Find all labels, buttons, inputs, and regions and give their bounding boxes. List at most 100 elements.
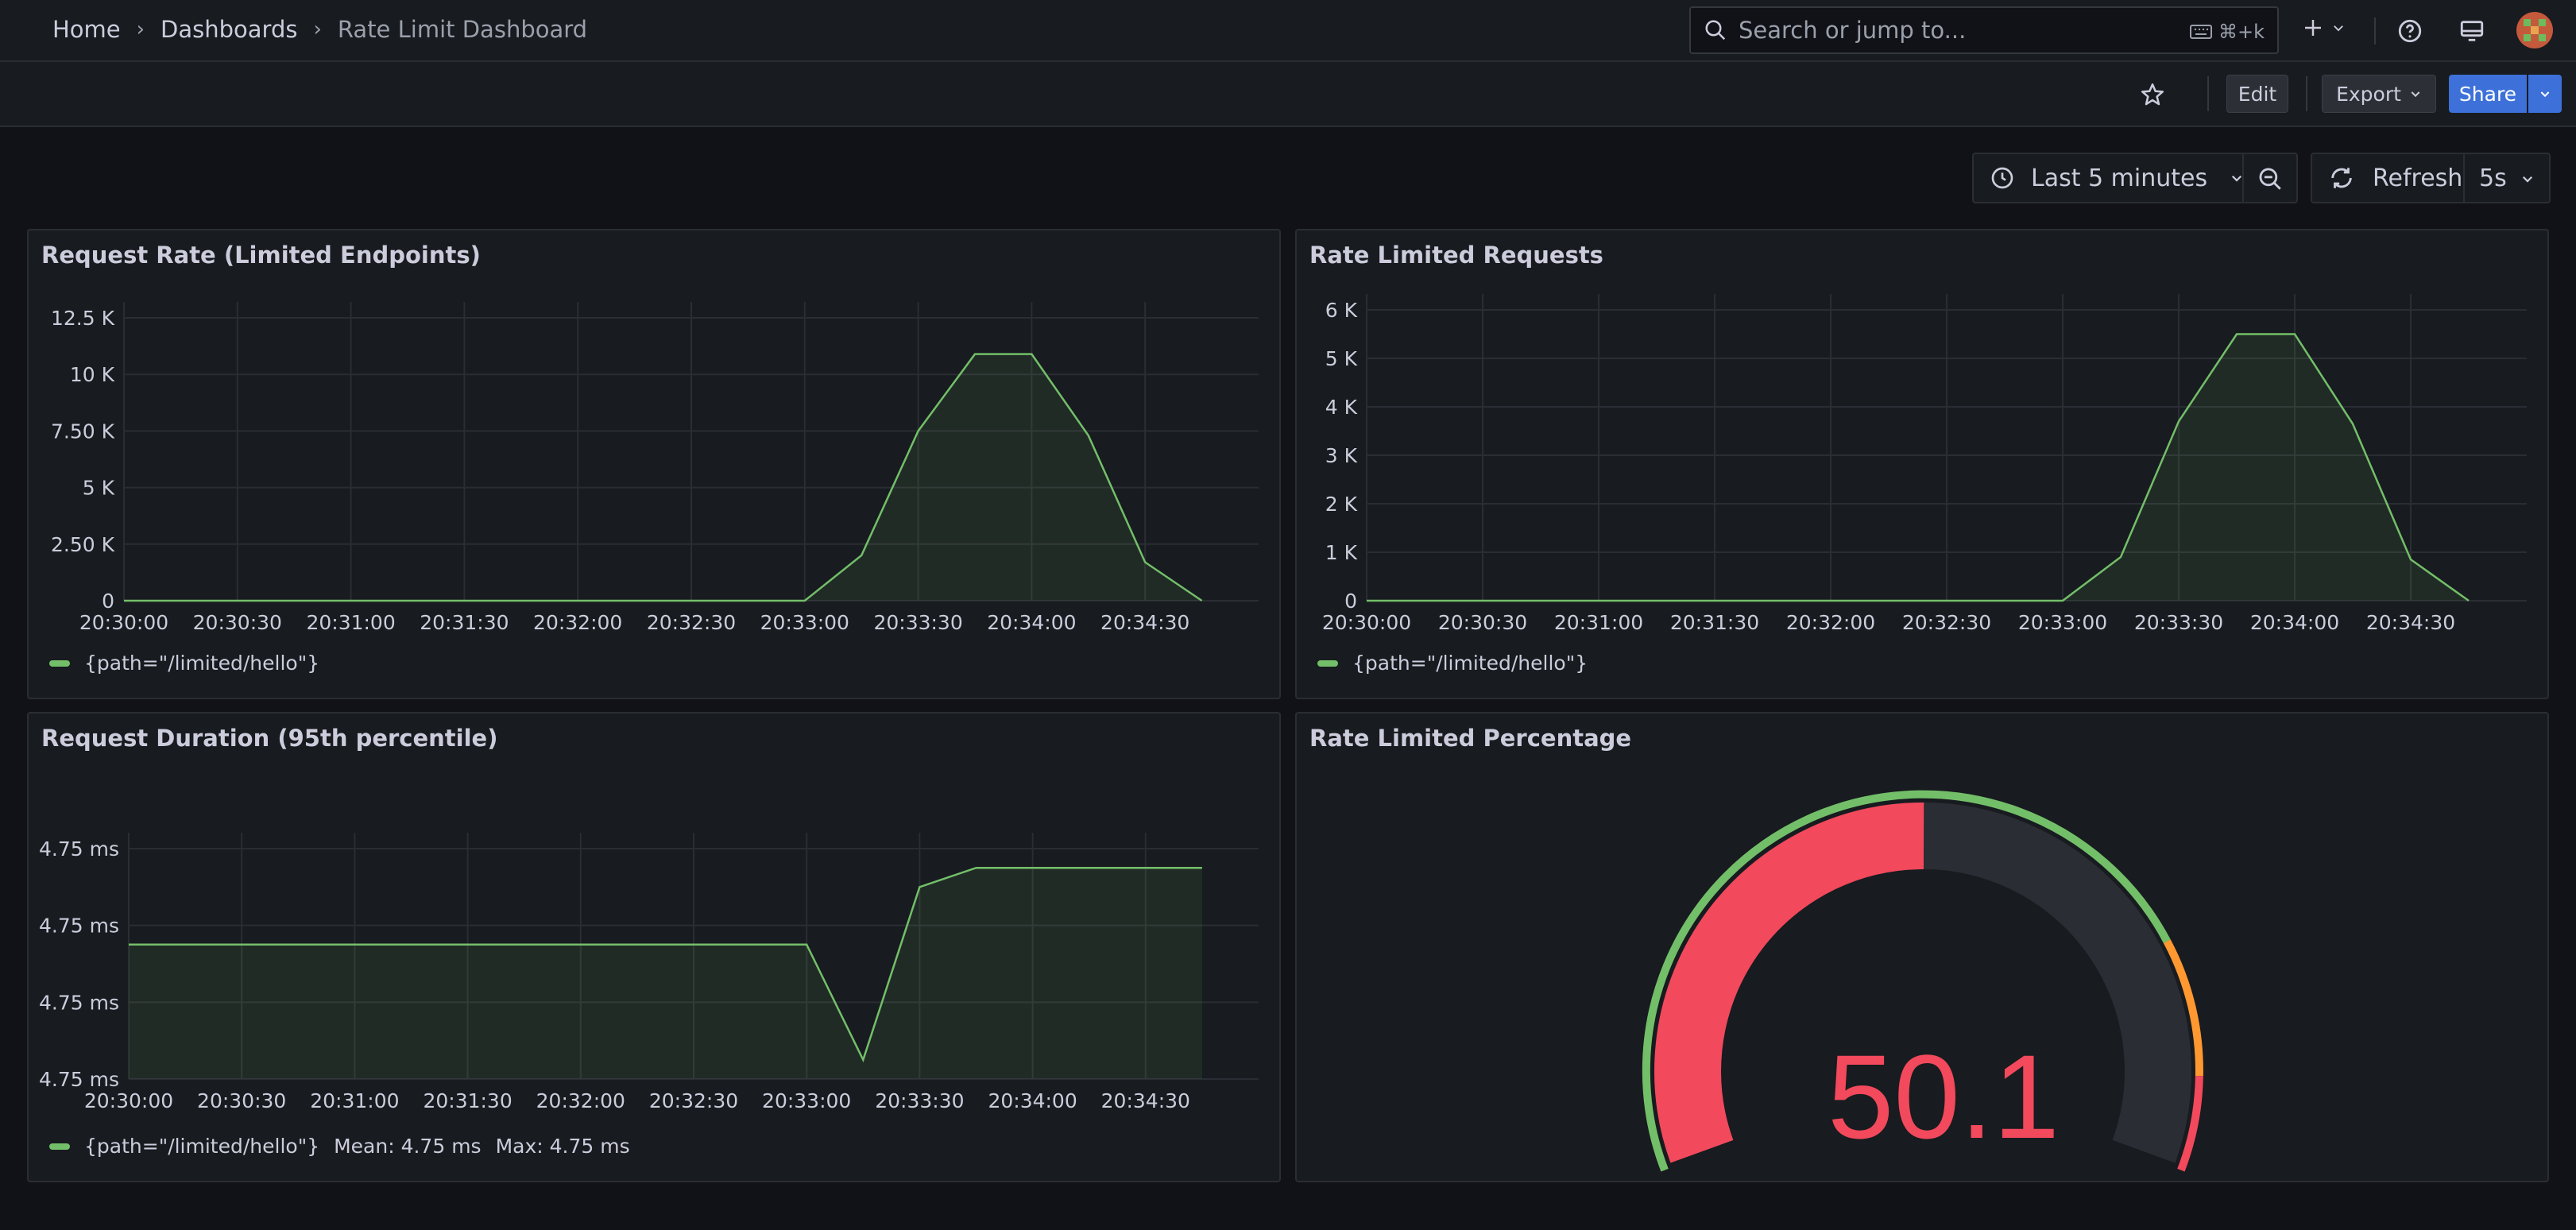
legend-swatch <box>49 1143 70 1150</box>
series-line <box>129 866 1202 1063</box>
x-tick-label: 20:30:00 <box>1322 611 1411 634</box>
share-options-button[interactable] <box>2528 75 2562 113</box>
x-tick-label: 20:33:00 <box>760 611 849 634</box>
x-tick-label: 20:30:00 <box>84 1089 173 1112</box>
x-tick-label: 20:34:00 <box>987 611 1076 634</box>
shortcut-label: ⌘+k <box>2218 21 2265 43</box>
y-tick-label: 4.75 ms <box>39 991 119 1014</box>
y-tick-label: 4 K <box>1325 396 1358 419</box>
y-tick-label: 7.50 K <box>51 420 115 443</box>
gauge-value-arc <box>1654 802 1924 1163</box>
y-tick-label: 3 K <box>1325 444 1358 467</box>
x-tick-label: 20:31:30 <box>420 611 509 634</box>
breadcrumb: Home › Dashboards › Rate Limit Dashboard <box>52 16 587 43</box>
y-tick-label: 4.75 ms <box>39 915 119 938</box>
clock-icon <box>1991 167 2013 189</box>
chevron-down-icon <box>2522 176 2533 183</box>
y-tick-label: 10 K <box>70 363 115 386</box>
search-icon <box>1705 20 1726 41</box>
breadcrumb-current: Rate Limit Dashboard <box>337 16 588 43</box>
export-button[interactable]: Export <box>2322 75 2436 113</box>
legend-label: {path="/limited/hello"} <box>84 1135 320 1158</box>
y-tick-label: 0 <box>1344 590 1357 613</box>
x-tick-label: 20:30:30 <box>197 1089 286 1112</box>
y-tick-label: 0 <box>102 590 114 613</box>
y-tick-label: 1 K <box>1325 541 1358 564</box>
breadcrumb-dashboards[interactable]: Dashboards <box>161 16 298 43</box>
avatar[interactable] <box>2516 11 2554 49</box>
edit-button[interactable]: Edit <box>2226 75 2288 113</box>
legend-max: Max: 4.75 ms <box>495 1135 630 1158</box>
x-tick-label: 20:32:00 <box>533 611 622 634</box>
dashboard-toolbar <box>0 62 2576 127</box>
panel-rate-limited-requests: Rate Limited Requests 0 1 K 2 K 3 K 4 K 5 K 6 … <box>1295 229 2549 699</box>
y-tick-label: 2 K <box>1325 493 1358 516</box>
legend[interactable]: {path="/limited/hello"} <box>49 652 319 675</box>
x-tick-label: 20:31:00 <box>306 611 395 634</box>
x-tick-label: 20:33:00 <box>762 1089 851 1112</box>
x-tick-label: 20:34:00 <box>988 1089 1077 1112</box>
legend[interactable]: {path="/limited/hello"} <box>1317 652 1588 675</box>
request-rate-chart: 0 2.50 K 5 K 7.50 K 10 K 12.5 K 20:30:00 20:30:… <box>51 302 1259 634</box>
series-area <box>1367 334 2469 601</box>
help-icon[interactable] <box>2396 17 2423 44</box>
legend-swatch <box>1317 659 1338 667</box>
x-tick-label: 20:33:30 <box>875 1089 964 1112</box>
panel-title: Request Rate (Limited Endpoints) <box>41 242 481 269</box>
panel-request-duration: Request Duration (95th percentile) 4.75 … <box>27 712 1281 1182</box>
y-tick-label: 4.75 ms <box>39 1068 119 1091</box>
refresh-picker[interactable]: Refresh 5s <box>2311 153 2551 203</box>
search-input[interactable]: Search or jump to... ⌘+k <box>1689 6 2279 54</box>
divider <box>2463 154 2465 202</box>
gauge-threshold-orange <box>2163 939 2203 1077</box>
panel-request-rate: Request Rate (Limited Endpoints) 0 2.50 K… <box>27 229 1281 699</box>
refresh-interval[interactable]: 5s <box>2479 164 2507 192</box>
chevron-down-icon <box>2232 175 2242 182</box>
star-icon[interactable] <box>2139 81 2166 108</box>
x-tick-label: 20:32:30 <box>1902 611 1991 634</box>
legend-mean: Mean: 4.75 ms <box>334 1135 482 1158</box>
legend[interactable]: {path="/limited/hello"} Mean: 4.75 ms Ma… <box>49 1135 630 1158</box>
x-tick-label: 20:33:00 <box>2018 611 2107 634</box>
series-line <box>124 353 1203 602</box>
series-line <box>1367 333 2470 602</box>
zoom-out-icon[interactable] <box>2257 165 2284 192</box>
search-shortcut: ⌘+k <box>2189 21 2265 43</box>
x-tick-label: 20:31:30 <box>423 1089 512 1112</box>
panel-title: Request Duration (95th percentile) <box>41 725 498 752</box>
divider <box>2207 76 2209 111</box>
legend-label: {path="/limited/hello"} <box>84 652 320 675</box>
refresh-label: Refresh <box>2373 164 2463 192</box>
x-tick-label: 20:33:30 <box>2134 611 2223 634</box>
y-tick-label: 12.5 K <box>51 307 115 330</box>
monitor-icon[interactable] <box>2458 17 2485 44</box>
export-label: Export <box>2336 82 2401 106</box>
x-tick-label: 20:34:30 <box>2366 611 2455 634</box>
panel-title: Rate Limited Requests <box>1309 242 1603 269</box>
x-tick-label: 20:32:30 <box>649 1089 738 1112</box>
series-area <box>129 868 1202 1079</box>
chevron-down-icon <box>2334 25 2343 32</box>
y-tick-label: 2.50 K <box>51 533 115 556</box>
x-tick-label: 20:31:00 <box>1554 611 1643 634</box>
x-tick-label: 20:30:00 <box>79 611 168 634</box>
time-range-picker[interactable]: Last 5 minutes <box>1972 153 2298 203</box>
rate-limited-chart: 0 1 K 2 K 3 K 4 K 5 K 6 K 20:30:00 20:30:30 20:31… <box>1322 294 2527 634</box>
legend-label: {path="/limited/hello"} <box>1352 652 1588 675</box>
chevron-down-icon <box>2411 91 2420 98</box>
gauge-threshold-red <box>2177 1076 2203 1172</box>
new-menu-button[interactable] <box>2301 16 2346 40</box>
breadcrumb-home[interactable]: Home <box>52 16 121 43</box>
divider <box>2242 154 2244 202</box>
gauge-threshold-green <box>1642 790 2171 1172</box>
search-placeholder: Search or jump to... <box>1739 17 1967 44</box>
x-tick-label: 20:31:30 <box>1670 611 1759 634</box>
x-tick-label: 20:34:30 <box>1100 611 1189 634</box>
share-button[interactable]: Share <box>2449 75 2527 113</box>
chevron-right-icon: › <box>313 17 322 41</box>
chevron-down-icon <box>2540 91 2550 98</box>
panel-rate-limited-percentage: Rate Limited Percentage 50.1 <box>1295 712 2549 1182</box>
y-tick-label: 6 K <box>1325 299 1358 322</box>
legend-swatch <box>49 659 70 667</box>
x-tick-label: 20:34:30 <box>1101 1089 1190 1112</box>
